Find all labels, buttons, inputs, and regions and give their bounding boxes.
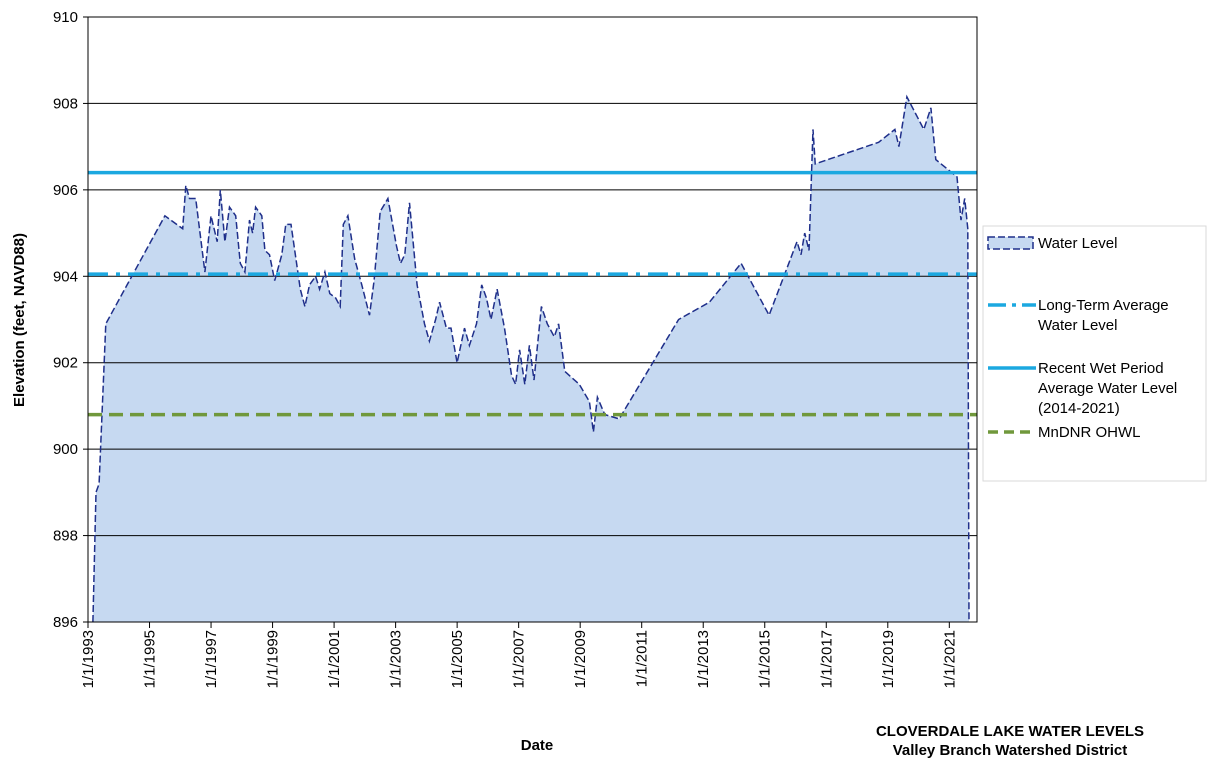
legend-label-line: Average Water Level	[1038, 380, 1177, 397]
x-tick-label: 1/1/2019	[880, 630, 897, 688]
x-tick-label: 1/1/2001	[326, 630, 343, 688]
y-tick-label: 898	[53, 528, 78, 545]
legend-label-line: Water Level	[1038, 317, 1117, 334]
y-axis-label: Elevation (feet, NAVD88)	[11, 233, 28, 407]
y-tick-label: 906	[53, 182, 78, 199]
legend-label: Recent Wet Period Average Water Level (201…	[1038, 360, 1177, 417]
chart-subtitle: Valley Branch Watershed District	[893, 742, 1128, 759]
x-tick-label: 1/1/2005	[449, 630, 466, 688]
y-tick-label: 900	[53, 441, 78, 458]
water-level-line	[92, 94, 970, 623]
legend-label-line: (2014-2021)	[1038, 400, 1120, 417]
x-tick-label: 1/1/2021	[941, 630, 958, 688]
legend-box	[982, 225, 1207, 482]
x-tick-label: 1/1/1993	[80, 630, 97, 688]
x-axis-label: Date	[521, 737, 554, 754]
legend-label-line: Recent Wet Period	[1038, 360, 1164, 377]
x-tick-label: 1/1/2013	[695, 630, 712, 688]
x-tick-label: 1/1/2009	[572, 630, 589, 688]
legend-swatch	[987, 236, 1034, 250]
y-tick-label: 896	[53, 614, 78, 631]
legend-label: Long-Term Average Water Level	[1038, 297, 1169, 334]
x-tick-label: 1/1/2011	[634, 630, 651, 687]
x-tick-label: 1/1/1999	[265, 630, 282, 688]
legend-label-line: Water Level	[1038, 235, 1117, 252]
x-tick-label: 1/1/1997	[203, 630, 220, 688]
y-tick-label: 910	[53, 9, 78, 26]
x-tick-label: 1/1/2015	[757, 630, 774, 688]
legend-label: Water Level	[1038, 235, 1117, 252]
y-tick-label: 902	[53, 355, 78, 372]
x-tick-label: 1/1/1995	[142, 630, 159, 688]
legend-label-line: MnDNR OHWL	[1038, 424, 1141, 441]
chart-title: CLOVERDALE LAKE WATER LEVELS	[876, 723, 1144, 740]
x-tick-label: 1/1/2007	[511, 630, 528, 688]
y-tick-label: 908	[53, 95, 78, 112]
legend-label: MnDNR OHWL	[1038, 424, 1141, 441]
legend-label-line: Long-Term Average	[1038, 297, 1169, 314]
y-tick-label: 904	[53, 268, 78, 285]
x-tick-label: 1/1/2017	[818, 630, 835, 688]
plot-border	[87, 16, 978, 623]
x-tick-label: 1/1/2003	[388, 630, 405, 688]
